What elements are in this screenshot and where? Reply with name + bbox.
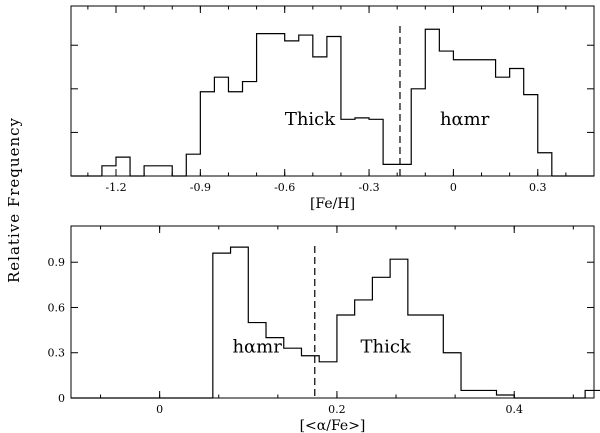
x-tick-label: 0 xyxy=(156,403,163,416)
y-tick-label: 0.6 xyxy=(48,301,66,314)
alpha-fe-histogram-panel: 0 0.2 0.4 0 0.3 0.6 0.9 hαmr Thick [<α/Fe>] xyxy=(48,225,600,433)
x-tick-label: 0.4 xyxy=(505,403,523,416)
population-label: hαmr xyxy=(440,109,490,130)
population-label: hαmr xyxy=(232,337,282,358)
x-tick-label: -0.9 xyxy=(190,181,211,194)
y-tick-label: 0 xyxy=(58,392,65,405)
x-tick-label: 0 xyxy=(450,181,457,194)
population-label: Thick xyxy=(285,109,336,130)
plot-frame xyxy=(70,225,595,399)
y-tick-label: 0.3 xyxy=(48,347,66,360)
x-tick-label: -0.3 xyxy=(358,181,379,194)
population-label: Thick xyxy=(361,337,412,358)
x-tick-label: 0.3 xyxy=(529,181,547,194)
x-axis-label: [Fe/H] xyxy=(310,196,355,212)
x-tick-label: 0.2 xyxy=(328,403,346,416)
fe-h-histogram-panel: -1.2 -0.9 -0.6 -0.3 0 0.3 Thick hαmr [Fe/H] xyxy=(70,5,595,212)
histogram-steps xyxy=(212,246,515,398)
y-axis-label: Relative Frequency xyxy=(5,117,23,283)
x-tick-label: -1.2 xyxy=(105,181,126,194)
histogram-tail-bin xyxy=(584,389,600,398)
x-tick-label: -0.6 xyxy=(274,181,295,194)
plot-frame xyxy=(70,5,595,177)
y-tick-label: 0.9 xyxy=(48,256,66,269)
histogram-steps xyxy=(101,28,553,177)
x-axis-label: [<α/Fe>] xyxy=(300,418,366,433)
